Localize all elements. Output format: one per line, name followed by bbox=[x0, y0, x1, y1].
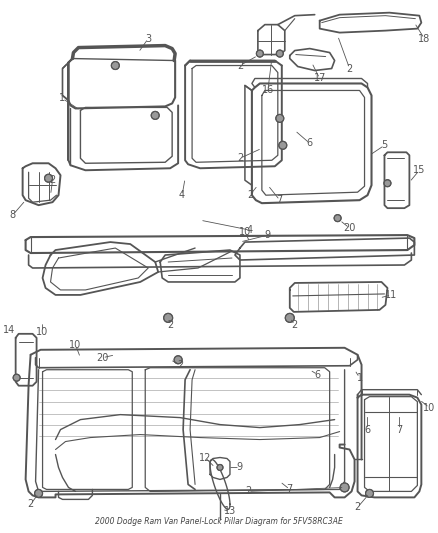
Text: 2: 2 bbox=[245, 487, 251, 496]
Circle shape bbox=[13, 374, 20, 381]
Circle shape bbox=[340, 483, 349, 492]
Text: 2: 2 bbox=[177, 360, 183, 370]
Circle shape bbox=[334, 215, 341, 222]
Text: 2: 2 bbox=[346, 63, 353, 74]
Text: 2: 2 bbox=[354, 503, 360, 512]
Text: 4: 4 bbox=[247, 225, 253, 235]
Text: 10: 10 bbox=[239, 227, 251, 237]
Text: 20: 20 bbox=[343, 223, 356, 233]
Circle shape bbox=[151, 111, 159, 119]
Circle shape bbox=[285, 313, 294, 322]
Text: 11: 11 bbox=[385, 290, 398, 300]
Text: 1: 1 bbox=[60, 93, 66, 103]
Text: 16: 16 bbox=[262, 85, 274, 95]
Text: 6: 6 bbox=[364, 425, 371, 434]
Circle shape bbox=[35, 489, 42, 497]
Text: 17: 17 bbox=[314, 74, 326, 84]
Text: 2: 2 bbox=[167, 320, 173, 330]
Text: 9: 9 bbox=[265, 230, 271, 240]
Text: 10: 10 bbox=[36, 327, 49, 337]
Text: 7: 7 bbox=[396, 425, 403, 434]
Text: 18: 18 bbox=[418, 34, 431, 44]
Text: 12: 12 bbox=[199, 453, 211, 463]
Text: 2: 2 bbox=[247, 190, 253, 200]
Text: 2000 Dodge Ram Van Panel-Lock Pillar Diagram for 5FV58RC3AE: 2000 Dodge Ram Van Panel-Lock Pillar Dia… bbox=[95, 518, 343, 526]
Circle shape bbox=[217, 464, 223, 471]
Text: 2: 2 bbox=[49, 175, 56, 185]
Text: 15: 15 bbox=[413, 165, 426, 175]
Text: 14: 14 bbox=[3, 325, 15, 335]
Circle shape bbox=[164, 313, 173, 322]
Circle shape bbox=[276, 50, 283, 57]
Text: 10: 10 bbox=[423, 402, 435, 413]
Circle shape bbox=[384, 180, 391, 187]
Text: 7: 7 bbox=[277, 195, 283, 205]
Text: 4: 4 bbox=[179, 190, 185, 200]
Text: 6: 6 bbox=[314, 370, 321, 379]
Text: 7: 7 bbox=[286, 484, 293, 495]
Circle shape bbox=[279, 141, 287, 149]
Text: 1: 1 bbox=[357, 373, 363, 383]
Circle shape bbox=[366, 489, 374, 497]
Circle shape bbox=[256, 50, 263, 57]
Text: 3: 3 bbox=[145, 34, 151, 44]
Text: 5: 5 bbox=[381, 140, 388, 150]
Text: 6: 6 bbox=[307, 139, 313, 148]
Text: 10: 10 bbox=[69, 340, 81, 350]
Text: 8: 8 bbox=[10, 210, 16, 220]
Text: 2: 2 bbox=[237, 61, 243, 70]
Circle shape bbox=[111, 61, 119, 69]
Text: 13: 13 bbox=[224, 506, 236, 516]
Circle shape bbox=[276, 115, 284, 123]
Text: 2: 2 bbox=[292, 320, 298, 330]
Text: 2: 2 bbox=[237, 154, 243, 163]
Text: 9: 9 bbox=[237, 463, 243, 472]
Circle shape bbox=[45, 174, 53, 182]
Text: 2: 2 bbox=[28, 499, 34, 510]
Text: 20: 20 bbox=[96, 353, 109, 363]
Circle shape bbox=[174, 356, 182, 364]
